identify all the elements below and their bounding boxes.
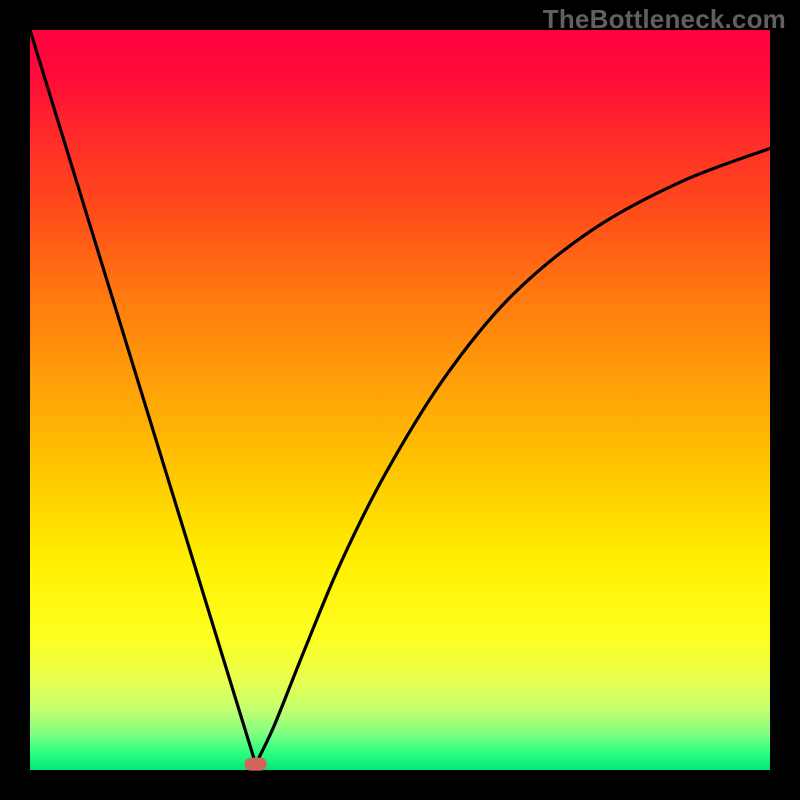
min-point-marker: [245, 758, 267, 771]
watermark-text: TheBottleneck.com: [543, 4, 786, 35]
bottleneck-chart: [0, 0, 800, 800]
plot-background: [30, 30, 770, 770]
chart-stage: TheBottleneck.com: [0, 0, 800, 800]
